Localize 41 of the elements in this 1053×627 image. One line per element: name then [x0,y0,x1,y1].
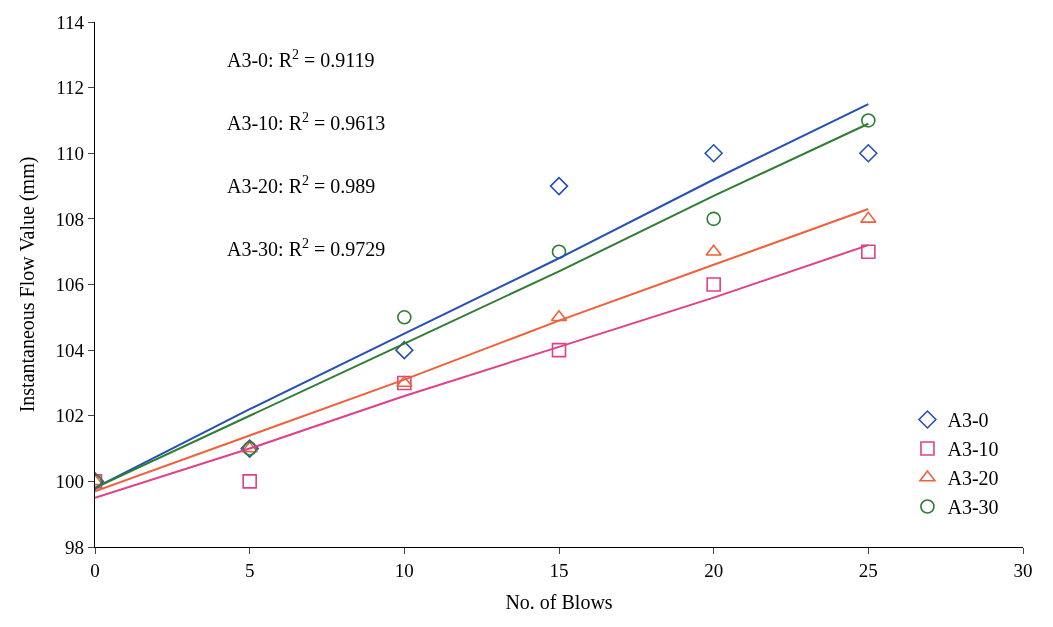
y-tick-label: 108 [55,208,85,230]
x-axis-title: No. of Blows [505,591,613,614]
annotation: A3-30: R$^{2}$ = 0.9729 [227,236,386,261]
x-tick-label: 20 [704,559,724,581]
x-tick-label: 30 [1013,559,1033,581]
y-tick-label: 114 [56,11,85,33]
point [706,211,721,227]
point [549,176,569,196]
point [861,244,876,259]
y-tick-label: 104 [55,339,85,361]
legend-label: A3-20 [947,467,999,490]
point [705,244,722,256]
point [397,375,412,391]
y-tick-label: 106 [55,274,85,296]
point [396,375,413,387]
x-tick-label: 15 [549,559,569,581]
point [242,474,257,489]
x-tick-label: 25 [858,559,878,581]
point [706,277,721,292]
y-tick-label: 100 [55,471,85,493]
legend-label: A3-30 [947,496,999,519]
annotation: A3-20: R$^{2}$ = 0.989 [227,173,376,198]
y-tick-label: 102 [55,405,85,427]
x-tick-label: 0 [90,559,100,581]
point [859,144,878,163]
x-tick-label: 5 [244,559,255,581]
y-axis-title: Instantaneous Flow Value (mm) [16,156,40,413]
legend-label: A3-0 [947,409,989,432]
point [704,144,723,163]
annotation: A3-0: R$^{2}$ = 0.9119 [227,47,375,72]
y-tick-label: 98 [65,536,85,558]
point [860,211,877,223]
annotation: A3-10: R$^{2}$ = 0.9613 [227,110,386,135]
legend-label: A3-10 [947,438,999,461]
y-tick-label: 112 [56,77,85,99]
point [395,340,414,360]
y-tick-label: 110 [56,142,85,164]
x-tick-label: 10 [394,559,414,581]
point [861,113,876,128]
point [397,310,412,325]
point [551,342,567,358]
